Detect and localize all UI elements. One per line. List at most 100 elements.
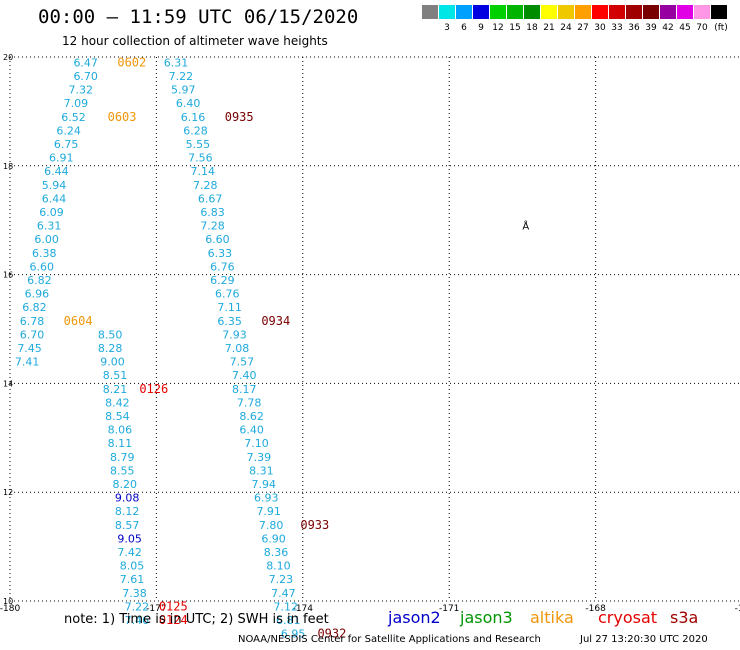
lon-tick-label: -174 [293,604,314,614]
legend-label: 42 [662,23,674,33]
wave-height-value: 6.96 [25,288,50,301]
wave-height-value: 7.41 [15,356,40,369]
wave-height-value: 8.10 [266,560,291,573]
lon-tick-label: -171 [439,604,459,614]
wave-height-value: 9.05 [117,532,142,545]
lat-tick-label: 18 [3,162,13,171]
legend-label: 36 [628,23,640,33]
wave-height-value: 7.11 [217,301,242,314]
map-grid [9,56,740,602]
legend-swatch [660,5,676,19]
wave-height-value: 6.31 [164,56,189,69]
wave-height-value: 7.12 [274,600,299,613]
wave-height-value: 8.05 [120,560,145,573]
legend-swatch [575,5,591,19]
wave-height-value: 6.33 [208,247,233,260]
wave-height-value: 7.47 [271,587,296,600]
legend-swatch [558,5,574,19]
legend-swatch [643,5,659,19]
wave-height-value: 8.31 [249,464,274,477]
legend-swatch [524,5,540,19]
wave-height-value: 7.94 [252,478,277,491]
wave-height-value: 6.82 [27,274,52,287]
wave-height-value: 8.62 [239,410,263,423]
wave-height-value: 5.97 [171,84,196,97]
wave-height-value: 8.28 [98,342,123,355]
lon-tick-label: -168 [585,604,606,614]
wave-height-value: 7.40 [232,369,256,382]
legend-label: 39 [645,23,657,33]
pass-time-label: 0933 [300,518,329,532]
wave-height-value: 7.09 [64,97,89,110]
pass-time-label: 0604 [64,314,93,328]
wave-height-value: 8.17 [232,383,256,396]
lon-tick-label: -16 [735,604,740,614]
pass-time-label: 0934 [261,314,290,328]
wave-height-value: 6.44 [42,192,67,205]
wave-height-value: 7.28 [193,179,218,192]
wave-height-value: 7.38 [122,587,146,600]
legend-swatch [711,5,727,19]
legend-swatch [677,5,693,19]
pass-time-label: 0932 [317,627,346,641]
wave-height-value: 8.20 [112,478,137,491]
legend-label: 18 [526,23,538,33]
wave-height-value: 8.51 [103,369,128,382]
satellite-jason2: jason2 [388,608,441,627]
legend-label: 21 [543,23,555,33]
wave-height-value: 6.70 [20,328,45,341]
wave-height-value: 6.81 [276,614,301,627]
wave-height-value: 6.52 [61,111,86,124]
lat-tick-label: 12 [3,488,13,497]
lon-tick-label: -177 [146,604,166,614]
legend-swatch [507,5,523,19]
wave-height-value: 6.35 [217,315,242,328]
legend-swatch [439,5,455,19]
wave-height-value: 6.76 [215,288,240,301]
legend-swatch [456,5,472,19]
wave-height-value: 8.12 [115,505,140,518]
wave-height-value: 6.91 [49,152,74,165]
pass-time-label: 0125 [159,599,188,613]
pass-time-label: 0126 [139,382,168,396]
wave-height-value: 6.76 [210,260,235,273]
legend-swatch [490,5,506,19]
legend-label: 9 [478,23,484,33]
page-subtitle: 12 hour collection of altimeter wave hei… [62,34,328,48]
wave-height-value: 7.80 [259,519,284,532]
lat-tick-label: 10 [3,597,13,606]
wave-height-value: 6.70 [73,70,98,83]
pass-time-label: 0602 [117,55,146,69]
wave-height-value: 9.08 [115,492,140,505]
wave-height-value: 7.56 [188,152,213,165]
wave-height-value: 8.54 [105,410,130,423]
wave-height-value: 6.60 [30,260,55,273]
island-marker: Å [522,220,529,233]
wave-height-value: 5.94 [42,179,67,192]
legend-swatch [694,5,710,19]
satellite-jason3: jason3 [460,608,513,627]
wave-height-value: 6.93 [254,492,279,505]
legend-swatch [473,5,489,19]
wave-height-value: 7.14 [191,165,216,178]
wave-height-value: 7.61 [120,573,145,586]
wave-height-value: 8.42 [105,396,130,409]
wave-height-value: 7.46 [125,614,149,627]
wave-height-value: 6.28 [183,124,208,137]
wave-height-value: 7.42 [117,546,142,559]
legend-unit: (ft) [714,23,728,33]
wave-height-value: 8.57 [115,519,140,532]
legend-label: 24 [560,23,572,33]
satellite-altika: altika [530,608,574,627]
wave-height-value: 7.22 [169,70,194,83]
wave-height-value: 6.67 [198,192,223,205]
wave-height-value: 7.78 [237,396,261,409]
wave-height-value: 7.39 [247,451,272,464]
legend-label: 6 [461,23,467,33]
satellite-cryosat: cryosat [598,608,658,627]
wave-height-value: 6.75 [54,138,79,151]
lat-tick-label: 14 [3,379,13,388]
color-legend: 3 6 9 12 15 18 21 24 27 30 33 36 39 42 45 70 (ft) [422,5,740,33]
